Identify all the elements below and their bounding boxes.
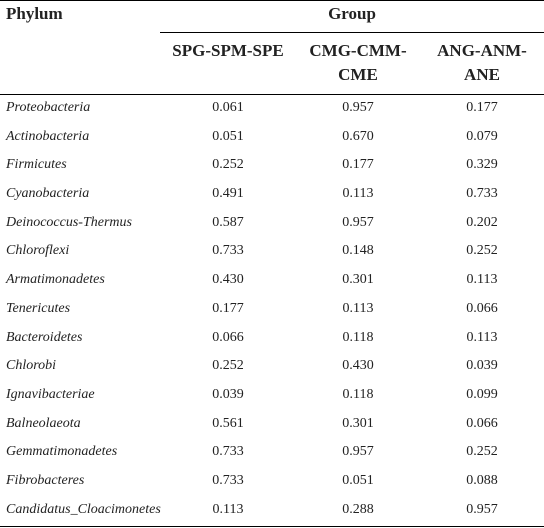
value-cell-1: 0.733 xyxy=(212,243,244,259)
value-cell-2: 0.118 xyxy=(342,386,374,402)
value-cell-2: 0.301 xyxy=(342,272,374,288)
column-header-3-line2: ANE xyxy=(464,65,500,84)
value-cell-3: 0.329 xyxy=(466,157,498,173)
phylum-cell: Deinococcus-Thermus xyxy=(6,214,132,230)
phylum-cell: Ignavibacteriae xyxy=(6,386,95,402)
value-cell-3: 0.733 xyxy=(466,186,498,202)
value-cell-2: 0.957 xyxy=(342,444,374,460)
value-cell-1: 0.177 xyxy=(212,300,244,316)
bottom-rule xyxy=(0,526,544,527)
value-cell-2: 0.670 xyxy=(342,128,374,144)
table-row: Ignavibacteriae 0.039 0.118 0.099 xyxy=(0,381,544,410)
value-cell-3: 0.202 xyxy=(466,214,498,230)
value-cell-2: 0.113 xyxy=(342,186,374,202)
table-row: Fibrobacteres 0.733 0.051 0.088 xyxy=(0,467,544,496)
phylum-cell: Fibrobacteres xyxy=(6,472,85,488)
phylum-cell: Chloroflexi xyxy=(6,243,70,259)
phylum-cell: Tenericutes xyxy=(6,300,71,316)
header-rule xyxy=(0,94,544,95)
value-cell-2: 0.957 xyxy=(342,214,374,230)
phylum-cell: Gemmatimonadetes xyxy=(6,444,118,460)
group-header: Group xyxy=(328,4,376,23)
value-cell-2: 0.957 xyxy=(342,100,374,115)
value-cell-3: 0.066 xyxy=(466,415,498,431)
column-header-2-line2: CME xyxy=(338,65,378,84)
phylum-cell: Chlorobi xyxy=(6,358,57,374)
value-cell-3: 0.177 xyxy=(466,100,498,115)
value-cell-3: 0.957 xyxy=(466,501,498,517)
value-cell-2: 0.430 xyxy=(342,358,374,374)
phylum-cell: Actinobacteria xyxy=(6,128,90,144)
value-cell-2: 0.288 xyxy=(342,501,374,517)
value-cell-3: 0.252 xyxy=(466,243,498,259)
value-cell-3: 0.066 xyxy=(466,300,498,316)
value-cell-1: 0.430 xyxy=(212,272,244,288)
value-cell-1: 0.252 xyxy=(212,358,244,374)
value-cell-2: 0.177 xyxy=(342,157,374,173)
table-row: Chlorobi 0.252 0.430 0.039 xyxy=(0,352,544,381)
phylum-cell: Cyanobacteria xyxy=(6,186,90,202)
table-row: Candidatus_Cloacimonetes 0.113 0.288 0.957 xyxy=(0,496,544,525)
value-cell-3: 0.088 xyxy=(466,472,498,488)
value-cell-1: 0.113 xyxy=(212,501,244,517)
table-row: Actinobacteria 0.051 0.670 0.079 xyxy=(0,123,544,152)
value-cell-1: 0.733 xyxy=(212,472,244,488)
value-cell-3: 0.099 xyxy=(466,386,498,402)
table-row: Armatimonadetes 0.430 0.301 0.113 xyxy=(0,266,544,295)
phylum-header: Phylum xyxy=(6,4,63,23)
value-cell-1: 0.061 xyxy=(212,100,244,115)
table-row: Firmicutes 0.252 0.177 0.329 xyxy=(0,151,544,180)
phylum-cell: Firmicutes xyxy=(6,157,67,173)
column-header-1: SPG-SPM-SPE xyxy=(160,39,296,63)
phylum-cell: Candidatus_Cloacimonetes xyxy=(6,501,161,517)
value-cell-2: 0.301 xyxy=(342,415,374,431)
table-body: Proteobacteria 0.061 0.957 0.177 Actinobacte… xyxy=(0,94,544,524)
phylum-cell: Proteobacteria xyxy=(6,100,91,115)
phylum-cell: Armatimonadetes xyxy=(6,272,105,288)
value-cell-2: 0.148 xyxy=(342,243,374,259)
value-cell-3: 0.113 xyxy=(466,329,498,345)
value-cell-1: 0.039 xyxy=(212,386,244,402)
table-row: Deinococcus-Thermus 0.587 0.957 0.202 xyxy=(0,209,544,238)
value-cell-1: 0.491 xyxy=(212,186,244,202)
value-cell-2: 0.113 xyxy=(342,300,374,316)
column-header-3-line1: ANG-ANM- xyxy=(437,41,527,60)
column-header-2-line1: CMG-CMM- xyxy=(309,41,407,60)
column-header-3: ANG-ANM- ANE xyxy=(420,39,544,87)
group-rule xyxy=(160,32,544,33)
table-row: Balneolaeota 0.561 0.301 0.066 xyxy=(0,410,544,439)
top-rule xyxy=(0,0,544,1)
table-row: Proteobacteria 0.061 0.957 0.177 xyxy=(0,94,544,123)
value-cell-3: 0.252 xyxy=(466,444,498,460)
table-row: Cyanobacteria 0.491 0.113 0.733 xyxy=(0,180,544,209)
value-cell-1: 0.066 xyxy=(212,329,244,345)
value-cell-1: 0.561 xyxy=(212,415,244,431)
table-row: Chloroflexi 0.733 0.148 0.252 xyxy=(0,237,544,266)
phylum-cell: Bacteroidetes xyxy=(6,329,83,345)
value-cell-2: 0.051 xyxy=(342,472,374,488)
value-cell-1: 0.587 xyxy=(212,214,244,230)
value-cell-2: 0.118 xyxy=(342,329,374,345)
value-cell-3: 0.113 xyxy=(466,272,498,288)
value-cell-3: 0.079 xyxy=(466,128,498,144)
table-row: Gemmatimonadetes 0.733 0.957 0.252 xyxy=(0,438,544,467)
phylum-cell: Balneolaeota xyxy=(6,415,81,431)
value-cell-1: 0.252 xyxy=(212,157,244,173)
table-row: Tenericutes 0.177 0.113 0.066 xyxy=(0,295,544,324)
value-cell-1: 0.051 xyxy=(212,128,244,144)
column-header-1-line1: SPG-SPM-SPE xyxy=(172,41,284,60)
value-cell-3: 0.039 xyxy=(466,358,498,374)
value-cell-1: 0.733 xyxy=(212,444,244,460)
column-header-2: CMG-CMM- CME xyxy=(296,39,420,87)
table-row: Bacteroidetes 0.066 0.118 0.113 xyxy=(0,324,544,353)
